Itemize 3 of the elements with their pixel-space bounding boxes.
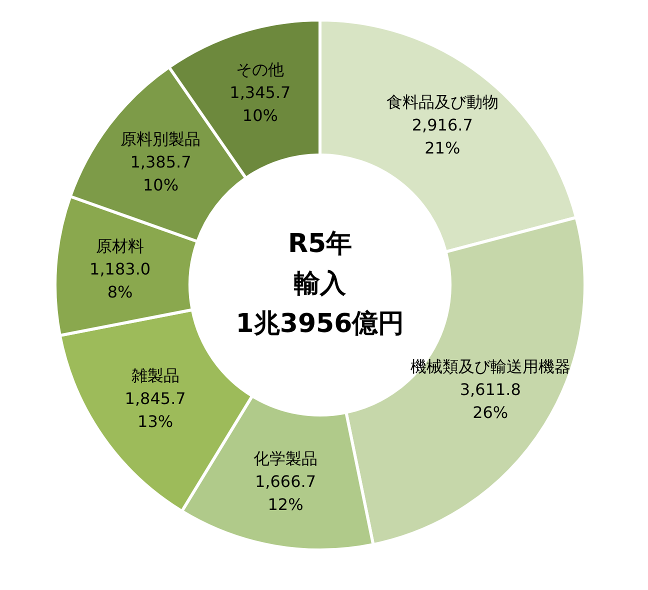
text: R5年 bbox=[288, 229, 352, 260]
text: 1兆3956億円 bbox=[236, 309, 404, 340]
text: 輸入 bbox=[293, 269, 347, 300]
